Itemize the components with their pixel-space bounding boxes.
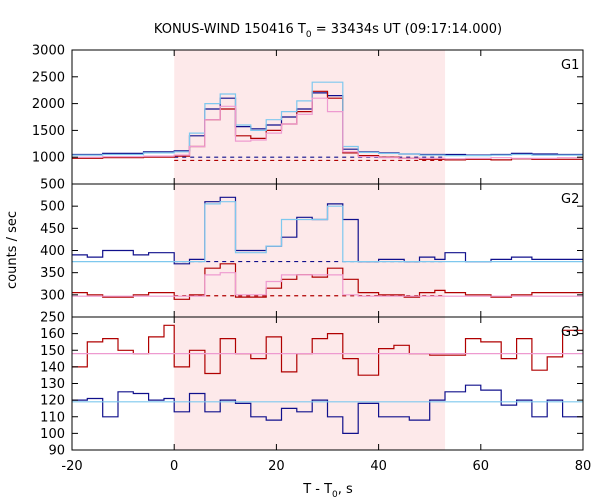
y-tick-label: 400 bbox=[40, 244, 65, 259]
y-tick-label: 100 bbox=[40, 427, 65, 442]
y-tick-label: 450 bbox=[40, 222, 65, 237]
y-tick-label: 500 bbox=[40, 200, 65, 215]
series-g2-pink bbox=[72, 272, 583, 297]
series-g2-dark_red bbox=[72, 263, 583, 300]
panel-label-g3: G3 bbox=[561, 325, 579, 340]
x-tick-label: 20 bbox=[268, 459, 285, 474]
y-tick-label: 150 bbox=[40, 344, 65, 359]
panel-label-g1: G1 bbox=[561, 58, 579, 73]
y-tick-label: 500 bbox=[40, 178, 65, 193]
x-tick-label: 60 bbox=[473, 459, 490, 474]
chart-title-part: KONUS-WIND 150416 T bbox=[154, 22, 306, 37]
x-axis-label-subscript: 0 bbox=[332, 490, 338, 500]
panel-label-g2: G2 bbox=[561, 192, 579, 207]
x-axis-label-part: , s bbox=[338, 482, 353, 497]
x-tick-label: 0 bbox=[170, 459, 178, 474]
y-tick-label: 2000 bbox=[32, 97, 65, 112]
y-tick-label: 140 bbox=[40, 360, 65, 375]
x-tick-label: 40 bbox=[370, 459, 387, 474]
chart-title-subscript: 0 bbox=[306, 30, 312, 40]
x-axis-label-part: T - T bbox=[302, 482, 332, 497]
y-tick-label: 120 bbox=[40, 394, 65, 409]
y-tick-label: 3000 bbox=[32, 44, 65, 59]
chart-title-part: = 33434s UT (09:17:14.000) bbox=[312, 22, 502, 37]
y-tick-label: 1500 bbox=[32, 124, 65, 139]
y-tick-label: 110 bbox=[40, 410, 65, 425]
chart-title: KONUS-WIND 150416 T0 = 33434s UT (09:17:… bbox=[154, 22, 502, 40]
series-g2-light_blue bbox=[72, 201, 583, 263]
x-tick-label: 80 bbox=[575, 459, 592, 474]
y-tick-label: 160 bbox=[40, 327, 65, 342]
x-axis-label: T - T0, s bbox=[302, 482, 353, 500]
y-tick-label: 350 bbox=[40, 266, 65, 281]
y-tick-label: 130 bbox=[40, 377, 65, 392]
y-tick-label: 300 bbox=[40, 288, 65, 303]
y-tick-label: 250 bbox=[40, 311, 65, 326]
burst-interval-highlight bbox=[174, 50, 446, 450]
series-g1-pink bbox=[72, 97, 583, 160]
y-axis-label: counts / sec bbox=[5, 211, 20, 289]
plot-area: 50010001500200025003000G1250300350400450… bbox=[32, 44, 591, 475]
y-tick-label: 90 bbox=[48, 444, 65, 459]
y-tick-label: 1000 bbox=[32, 151, 65, 166]
y-tick-label: 2500 bbox=[32, 70, 65, 85]
x-tick-label: -20 bbox=[61, 459, 82, 474]
series-g3-dark_blue bbox=[72, 384, 583, 434]
